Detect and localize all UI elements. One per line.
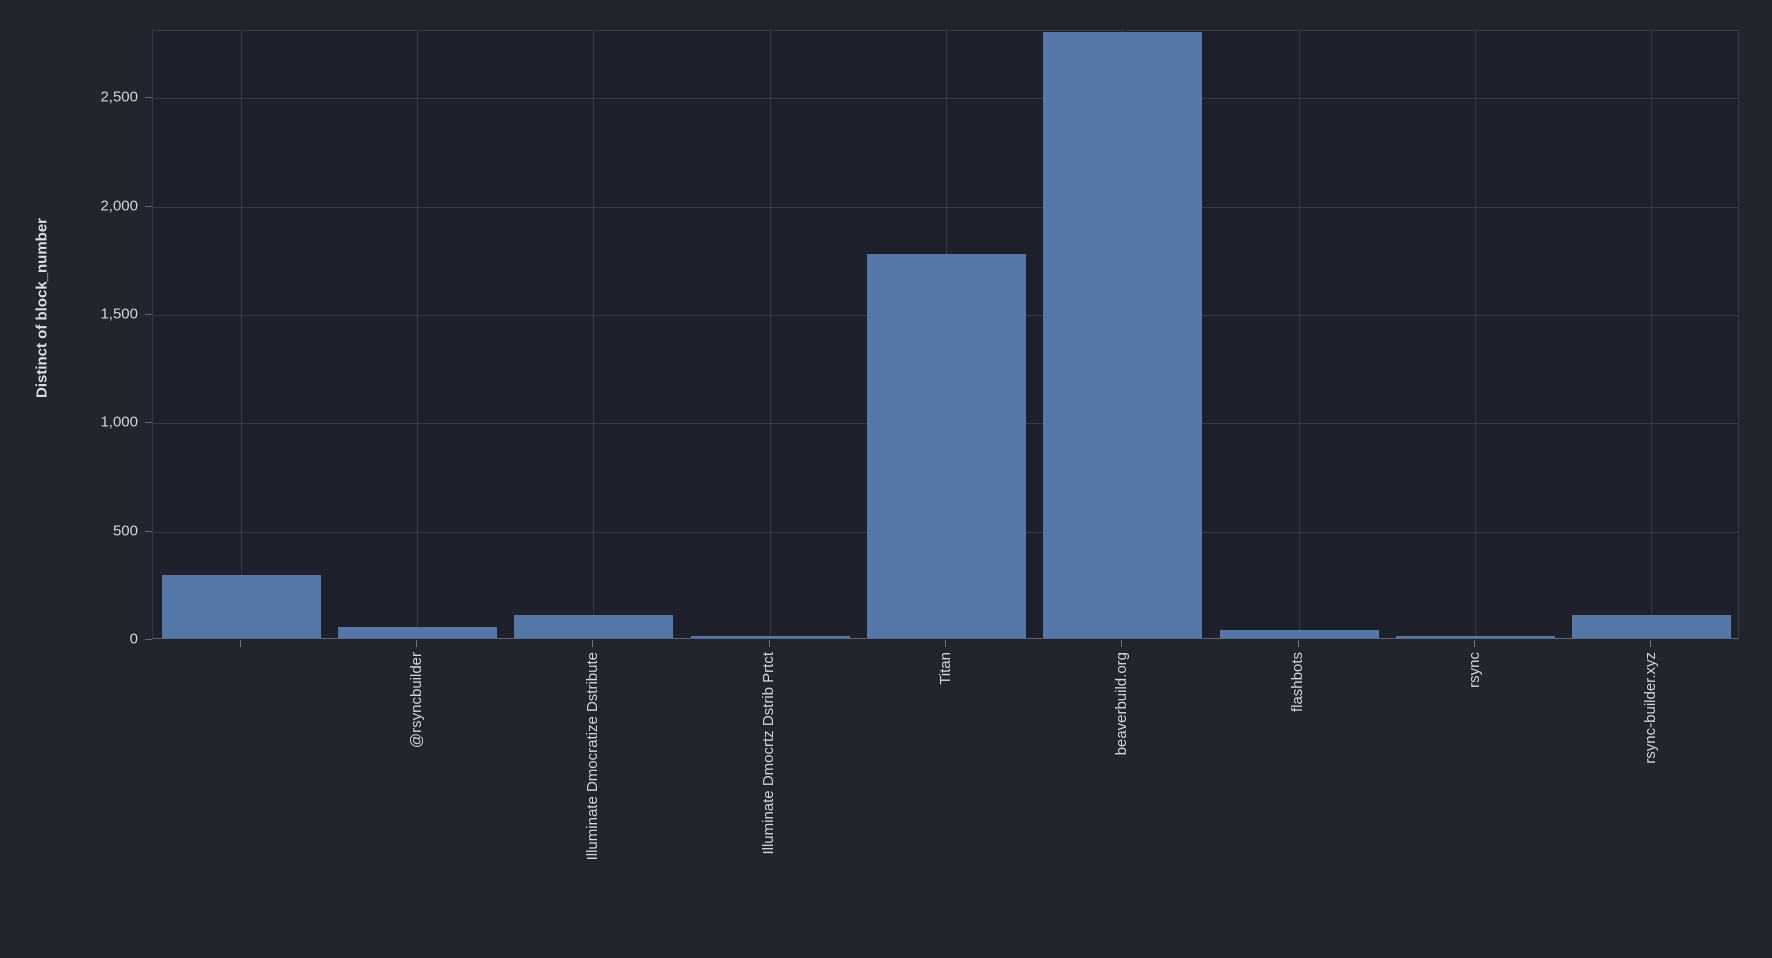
y-tick-mark bbox=[145, 205, 152, 207]
y-tick-mark bbox=[145, 422, 152, 424]
x-tick-label: Titan bbox=[936, 652, 954, 685]
x-tick-mark bbox=[416, 640, 417, 647]
x-tick-mark bbox=[1121, 640, 1123, 647]
x-gridline bbox=[240, 31, 242, 638]
x-gridline bbox=[1651, 31, 1653, 638]
bar[interactable] bbox=[161, 574, 321, 638]
y-tick-mark bbox=[145, 530, 152, 532]
x-tick-mark bbox=[945, 640, 946, 647]
x-gridline bbox=[593, 31, 595, 638]
y-gridline bbox=[153, 206, 1738, 208]
x-tick-mark bbox=[768, 640, 770, 647]
y-tick-label: 1,000 bbox=[100, 413, 138, 431]
plot-area bbox=[152, 30, 1739, 639]
bar[interactable] bbox=[338, 627, 497, 638]
x-tick-mark bbox=[1650, 640, 1652, 647]
x-tick-mark bbox=[1297, 640, 1299, 647]
bar[interactable] bbox=[1572, 614, 1732, 638]
y-tick-mark bbox=[145, 97, 152, 99]
bar[interactable] bbox=[1219, 630, 1379, 638]
x-tick-label: flashbots bbox=[1289, 652, 1307, 713]
x-tick-label: Illuminate Dmocrtz Dstrib Prtct bbox=[760, 652, 778, 855]
x-tick-mark bbox=[1474, 640, 1475, 647]
x-tick-mark bbox=[592, 640, 594, 647]
y-tick-label: 2,500 bbox=[100, 88, 138, 106]
bar[interactable] bbox=[1396, 635, 1555, 638]
x-gridline bbox=[1475, 31, 1476, 638]
bar[interactable] bbox=[690, 636, 850, 638]
bar[interactable] bbox=[867, 254, 1026, 638]
x-tick-label: rsync bbox=[1465, 652, 1483, 688]
y-tick-label: 2,000 bbox=[100, 197, 138, 215]
x-tick-label: @rsyncbuilder bbox=[407, 652, 425, 749]
bar[interactable] bbox=[1043, 31, 1203, 638]
x-gridline bbox=[1298, 31, 1300, 638]
x-gridline bbox=[769, 31, 771, 638]
y-tick-mark bbox=[145, 639, 152, 640]
x-axis: @rsyncbuilder Illuminate Dmocratize Dstri… bbox=[152, 640, 1739, 958]
x-gridline bbox=[417, 31, 418, 638]
x-tick-label: Illuminate Dmocratize Dstribute bbox=[583, 652, 601, 861]
x-tick-label: beaverbuild.org bbox=[1112, 652, 1130, 756]
y-tick-label: 500 bbox=[112, 522, 138, 540]
y-tick-mark bbox=[145, 313, 152, 315]
y-tick-label: 1,500 bbox=[100, 305, 138, 323]
bar[interactable] bbox=[514, 614, 674, 638]
x-tick-label: rsync-builder.xyz bbox=[1641, 652, 1659, 764]
y-gridline bbox=[153, 98, 1738, 100]
y-tick-label: 0 bbox=[129, 630, 138, 648]
x-tick-mark bbox=[239, 640, 241, 647]
y-axis: 0 500 1,000 1,500 2,000 2,500 bbox=[0, 30, 152, 647]
